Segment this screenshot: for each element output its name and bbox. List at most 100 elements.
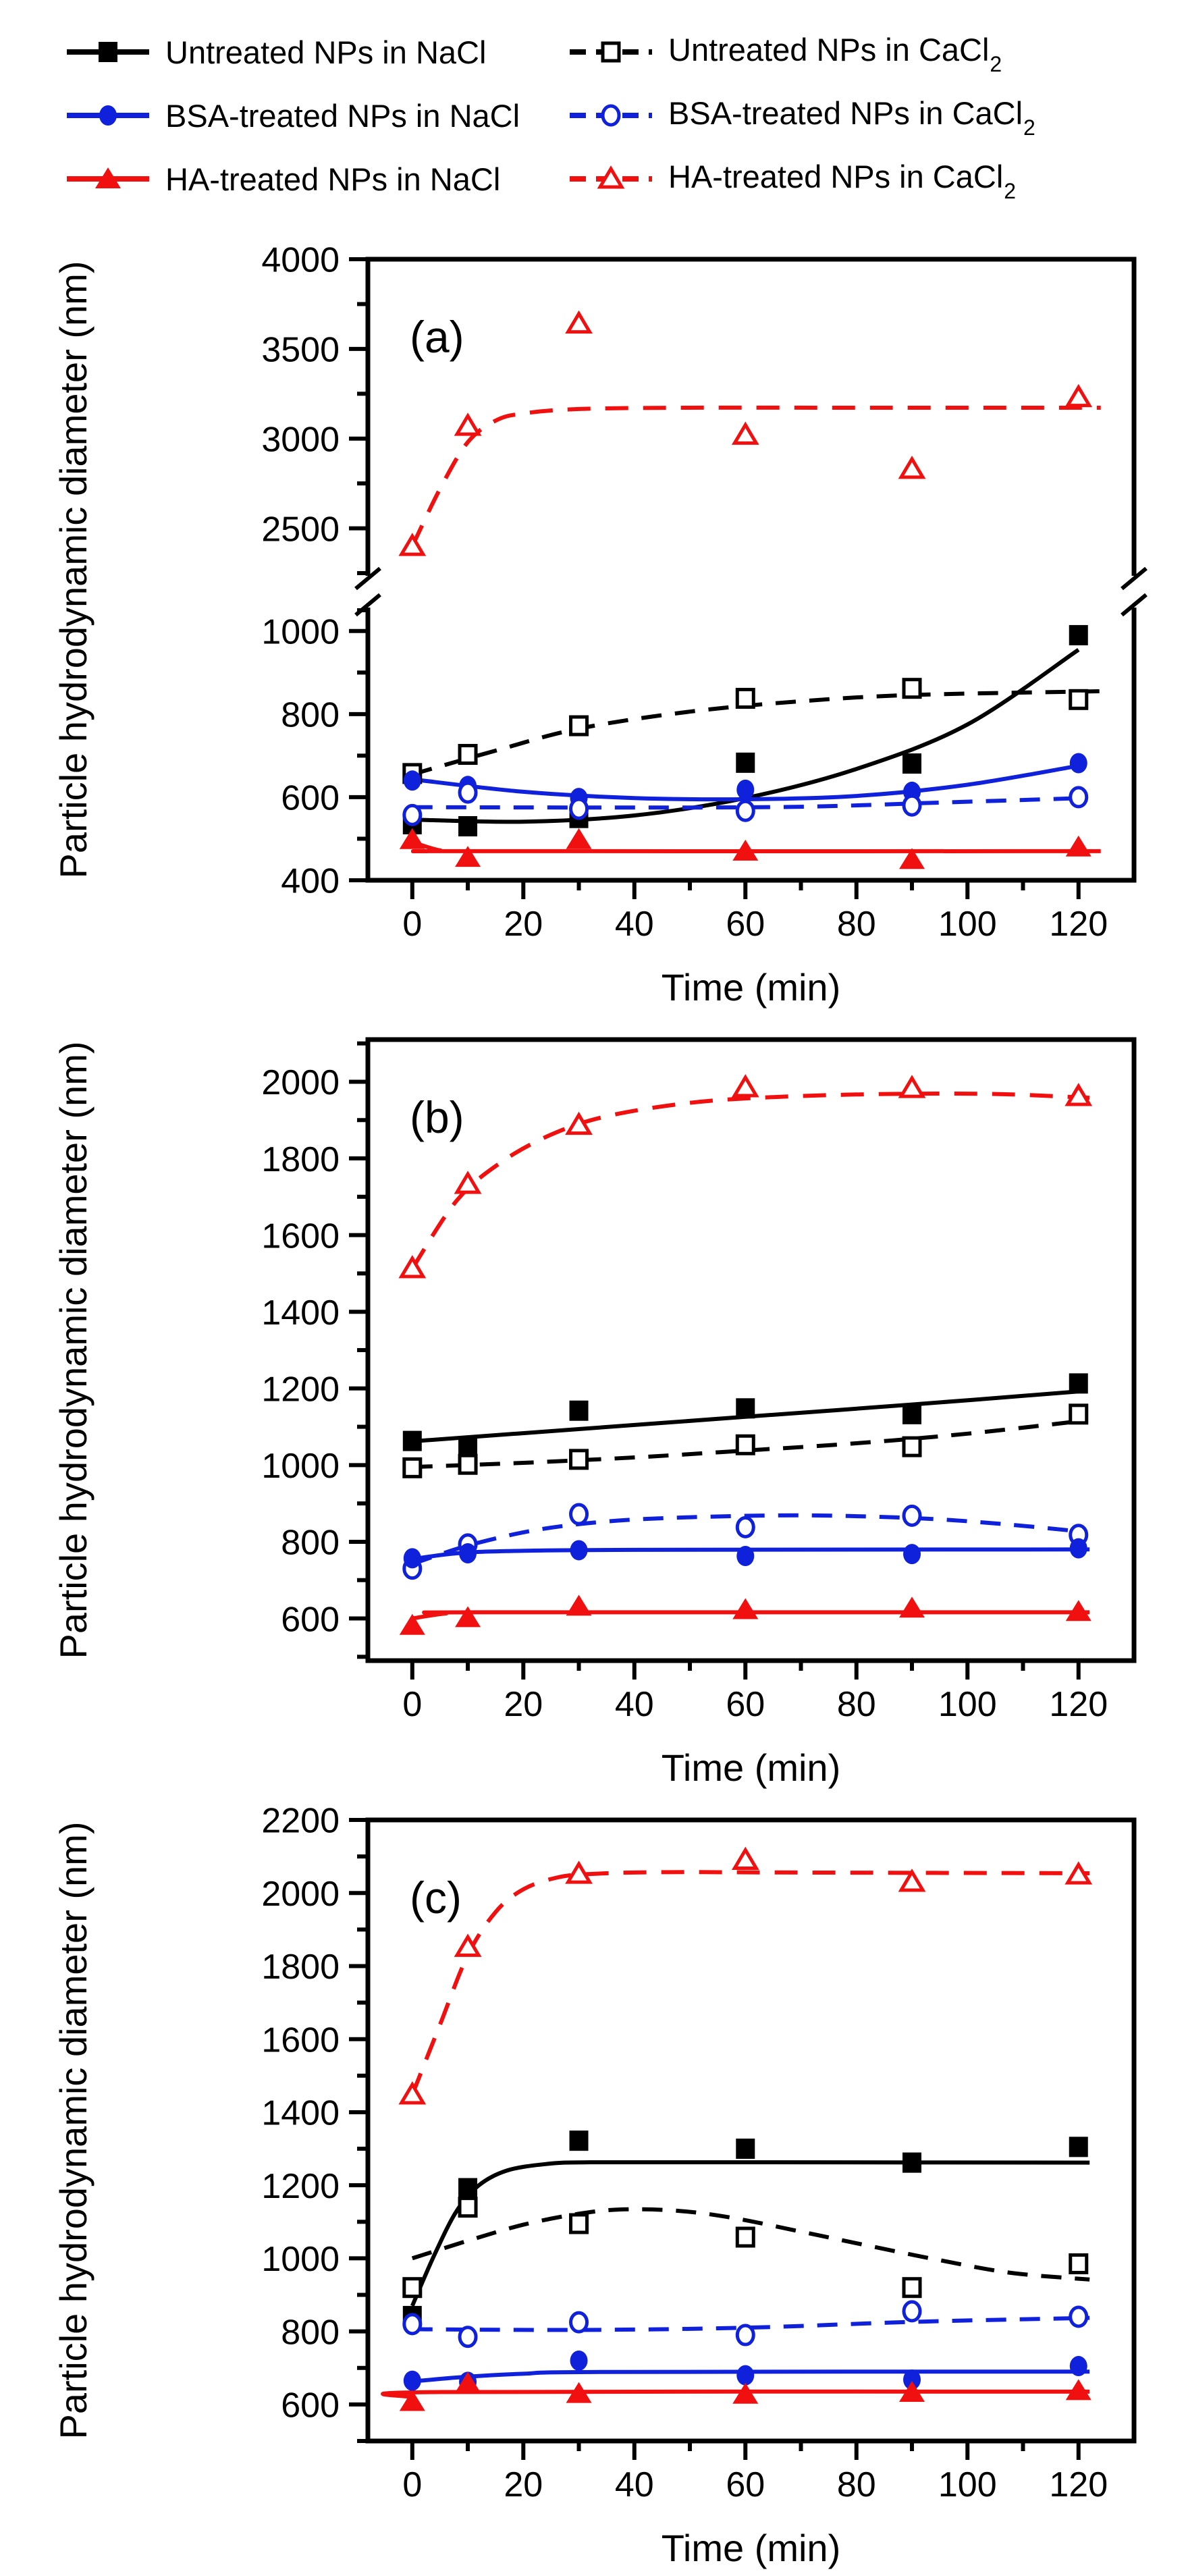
x-axis-title: Time (min) xyxy=(662,966,840,1009)
series-untreated-cacl2-point-t10 xyxy=(458,1453,478,1475)
y-tick-label: 800 xyxy=(281,2313,340,2352)
series-bsa-nacl-point-t60 xyxy=(736,1545,755,1566)
series-bsa-cacl2-point-t60 xyxy=(735,799,755,822)
series-ha-cacl2-markers xyxy=(398,1074,1093,1279)
y-tick-label: 600 xyxy=(281,2386,340,2425)
series-ha-cacl2-point-t10 xyxy=(454,1171,482,1194)
y-tick-label: 1600 xyxy=(261,1216,340,1256)
legend-swatch-bsa-cacl2-circle-icon xyxy=(570,104,652,127)
series-bsa-cacl2-point-t30 xyxy=(569,797,589,820)
series-ha-nacl-point-t60 xyxy=(732,2382,759,2404)
y-tick-label: 1800 xyxy=(261,1140,340,1179)
series-untreated-cacl2-point-t90 xyxy=(902,678,922,699)
axis-break-icon xyxy=(1121,566,1148,591)
legend-label-subscript: 2 xyxy=(990,52,1002,77)
series-ha-cacl2-line xyxy=(410,1870,1090,2096)
series-bsa-cacl2-point-t10 xyxy=(458,781,478,804)
series-ha-cacl2-point-t30 xyxy=(565,1860,593,1884)
series-untreated-cacl2-point-t10 xyxy=(458,744,478,766)
series-ha-cacl2-point-t10 xyxy=(454,1933,482,1957)
series-bsa-cacl2-point-t10 xyxy=(458,2326,478,2349)
x-tick-label: 100 xyxy=(938,2465,997,2504)
series-ha-nacl-point-t10 xyxy=(455,846,481,867)
legend-item-untreated-nacl: Untreated NPs in NaCl xyxy=(64,30,567,74)
series-bsa-nacl-markers xyxy=(403,1538,1087,1569)
legend-label-ha-cacl2: HA-treated NPs in CaCl2 xyxy=(668,158,1017,204)
series-untreated-nacl-point-t120 xyxy=(1069,1373,1088,1394)
series-untreated-cacl2-point-t30 xyxy=(569,715,589,736)
x-tick-label: 0 xyxy=(402,905,422,944)
series-bsa-cacl2-markers xyxy=(402,781,1089,826)
y-tick-label: 4000 xyxy=(261,241,340,280)
series-untreated-nacl-markers xyxy=(402,1373,1088,1458)
panel-a: 2500 3000 3500 4000 400 600 800 1000 0 20 40 60 80 10… xyxy=(0,232,1186,1013)
series-ha-cacl2-point-t0 xyxy=(398,2081,427,2105)
x-tick-label: 20 xyxy=(504,1685,543,1724)
axis-break-gap xyxy=(365,576,371,608)
legend-label-subscript: 2 xyxy=(1004,179,1017,204)
series-bsa-nacl-point-t120 xyxy=(1069,753,1087,774)
series-ha-nacl-markers xyxy=(399,828,1091,869)
series-untreated-cacl2-markers xyxy=(402,1403,1089,1478)
series-ha-nacl-point-t0 xyxy=(399,828,425,849)
series-ha-cacl2-point-t30 xyxy=(565,1111,593,1135)
series-untreated-nacl-point-t10 xyxy=(458,2178,478,2199)
series-untreated-nacl-point-t90 xyxy=(902,1403,922,1424)
series-bsa-cacl2-point-t90 xyxy=(902,794,922,817)
series-ha-cacl2-point-t90 xyxy=(898,1869,926,1892)
series-untreated-nacl-point-t120 xyxy=(1069,624,1088,645)
series-untreated-nacl-point-t10 xyxy=(458,816,478,836)
panel-letter: (c) xyxy=(410,1873,462,1923)
x-tick-label: 0 xyxy=(402,2465,422,2504)
series-bsa-cacl2-point-t60 xyxy=(735,2324,755,2346)
legend: Untreated NPs in NaCl Untreated NPs in Ca… xyxy=(0,0,1186,232)
y-tick-label: 2200 xyxy=(261,1802,340,1841)
x-tick-label: 60 xyxy=(726,1685,765,1724)
series-ha-nacl-line xyxy=(412,1610,1090,1621)
legend-marker-ha-nacl xyxy=(95,167,121,188)
y-tick-label: 2000 xyxy=(261,1063,340,1102)
legend-swatch-untreated-cacl2-square-icon xyxy=(570,41,652,63)
x-tick-label: 80 xyxy=(837,1685,876,1724)
legend-marker-untreated-nacl xyxy=(99,42,117,62)
x-tick-label: 100 xyxy=(938,1685,997,1724)
legend-item-ha-nacl: HA-treated NPs in NaCl xyxy=(64,157,567,200)
series-untreated-cacl2-point-t120 xyxy=(1069,2253,1089,2275)
series-bsa-cacl2-line xyxy=(412,2315,1090,2332)
series-untreated-cacl2-markers xyxy=(402,2197,1089,2299)
series-ha-cacl2-point-t120 xyxy=(1064,1861,1093,1885)
series-bsa-cacl2-point-t90 xyxy=(902,1504,922,1527)
series-ha-nacl-markers xyxy=(399,2371,1091,2411)
legend-swatch-ha-nacl-triangle-icon xyxy=(67,167,149,188)
series-ha-cacl2-point-t60 xyxy=(731,1846,759,1871)
y-tick-label: 1000 xyxy=(261,1447,340,1486)
x-tick-label: 60 xyxy=(726,905,765,944)
legend-item-bsa-cacl2: BSA-treated NPs in CaCl2 xyxy=(567,94,1186,140)
x-tick-label: 40 xyxy=(615,905,654,944)
series-ha-cacl2-markers xyxy=(398,1846,1093,2105)
series-ha-nacl-markers xyxy=(399,1594,1091,1635)
series-bsa-nacl-point-t60 xyxy=(736,779,755,800)
series-bsa-cacl2-point-t90 xyxy=(902,2300,922,2323)
series-bsa-cacl2-point-t60 xyxy=(735,1515,755,1538)
panel-b: 600 800 1000 1200 1400 1600 1800 2000 0 20 40 60 80 1… xyxy=(0,1013,1186,1793)
series-untreated-cacl2-point-t0 xyxy=(402,1457,423,1478)
series-ha-nacl-point-t30 xyxy=(566,2382,592,2403)
y-tick-label: 1400 xyxy=(261,2094,340,2133)
legend-swatch-untreated-nacl-square-icon xyxy=(67,42,149,62)
x-axis-title: Time (min) xyxy=(662,2527,840,2569)
series-untreated-cacl2-point-t10 xyxy=(458,2197,478,2218)
y-tick-label: 2500 xyxy=(261,510,340,549)
legend-swatch-ha-cacl2-triangle-icon xyxy=(570,165,652,189)
panel-c: 600 800 1000 1200 1400 1600 1800 2000 2200 0 20 40 6… xyxy=(0,1793,1186,2576)
series-ha-nacl-point-t90 xyxy=(899,848,925,869)
series-bsa-nacl-markers xyxy=(403,2350,1087,2392)
series-bsa-nacl-point-t120 xyxy=(1069,2356,1087,2377)
y-tick-label: 1200 xyxy=(261,2167,340,2206)
series-untreated-cacl2-point-t120 xyxy=(1069,1403,1089,1425)
series-untreated-nacl-point-t60 xyxy=(736,2139,755,2159)
plot-frame xyxy=(365,1817,1137,2444)
x-tick-label: 60 xyxy=(726,2465,765,2504)
x-tick-label: 40 xyxy=(615,1685,654,1724)
